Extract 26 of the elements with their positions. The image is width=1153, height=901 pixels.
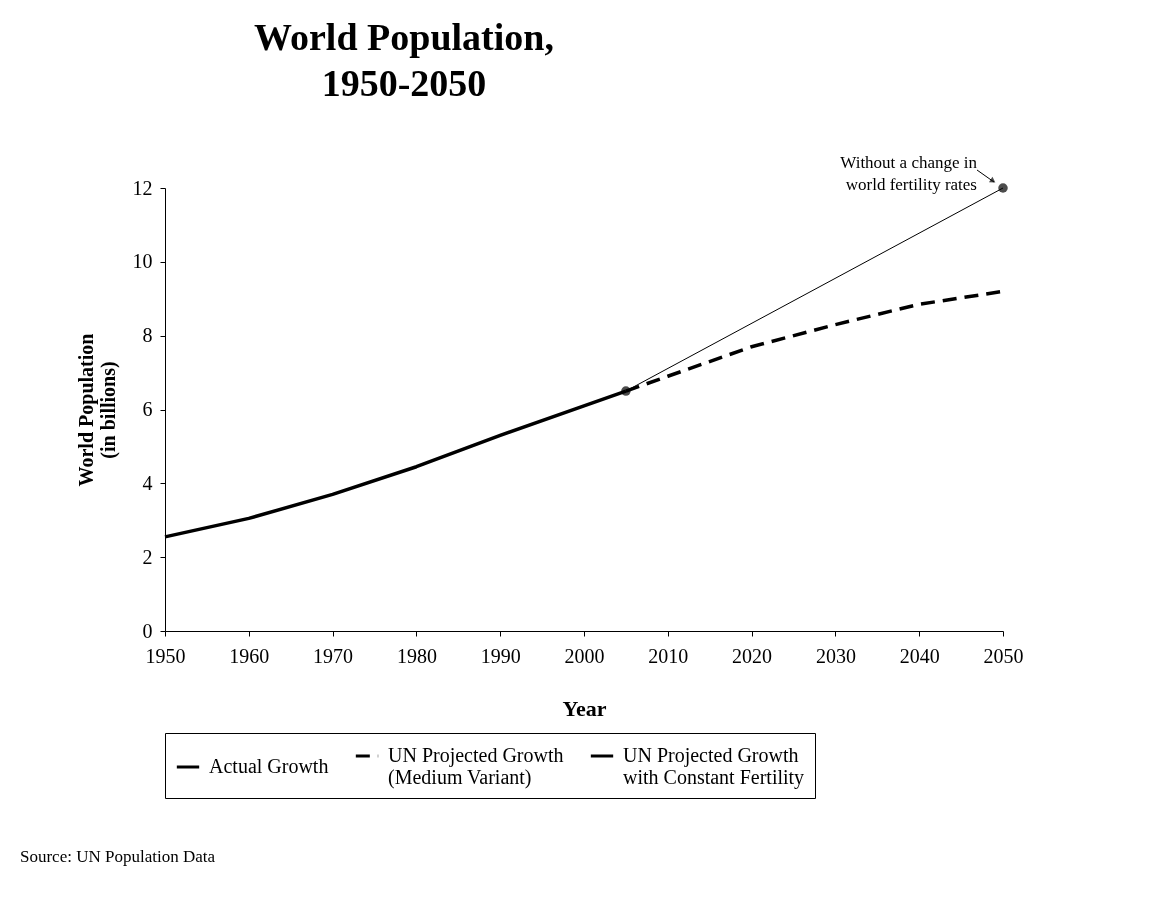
y-tick-label: 10 [132, 250, 153, 273]
y-axis-title: World Population (in billions) [74, 333, 120, 487]
y-tick-label: 4 [142, 471, 153, 494]
y-tick-label: 6 [142, 398, 153, 420]
x-tick-label: 1950 [145, 644, 186, 667]
annotation: Without a change in world fertility rates [840, 153, 978, 194]
legend-label: UN Projected Growth (Medium Variant) [388, 744, 564, 789]
x-tick-label: 1970 [313, 644, 354, 667]
x-tick-label: 1980 [396, 644, 437, 667]
x-tick-label: 2010 [648, 644, 689, 667]
legend-label: UN Projected Growth with Constant Fertility [623, 744, 805, 789]
y-tick-label: 12 [132, 176, 153, 199]
x-axis-title: Year [562, 695, 607, 721]
x-tick-label: 2040 [899, 644, 940, 667]
x-tick-label: 2020 [732, 644, 773, 667]
x-tick-label: 2030 [815, 644, 856, 667]
x-tick-label: 2000 [564, 644, 605, 667]
source-note: Source: UN Population Data [20, 847, 216, 866]
x-tick-label: 2050 [983, 644, 1024, 667]
x-tick-label: 1960 [229, 644, 270, 667]
x-tick-label: 1990 [480, 644, 521, 667]
y-tick-label: 0 [142, 619, 153, 642]
y-tick-label: 2 [142, 545, 153, 568]
y-tick-label: 8 [142, 324, 153, 347]
legend-label: Actual Growth [209, 755, 329, 777]
chart-title: World Population, 1950-2050 [254, 16, 554, 104]
